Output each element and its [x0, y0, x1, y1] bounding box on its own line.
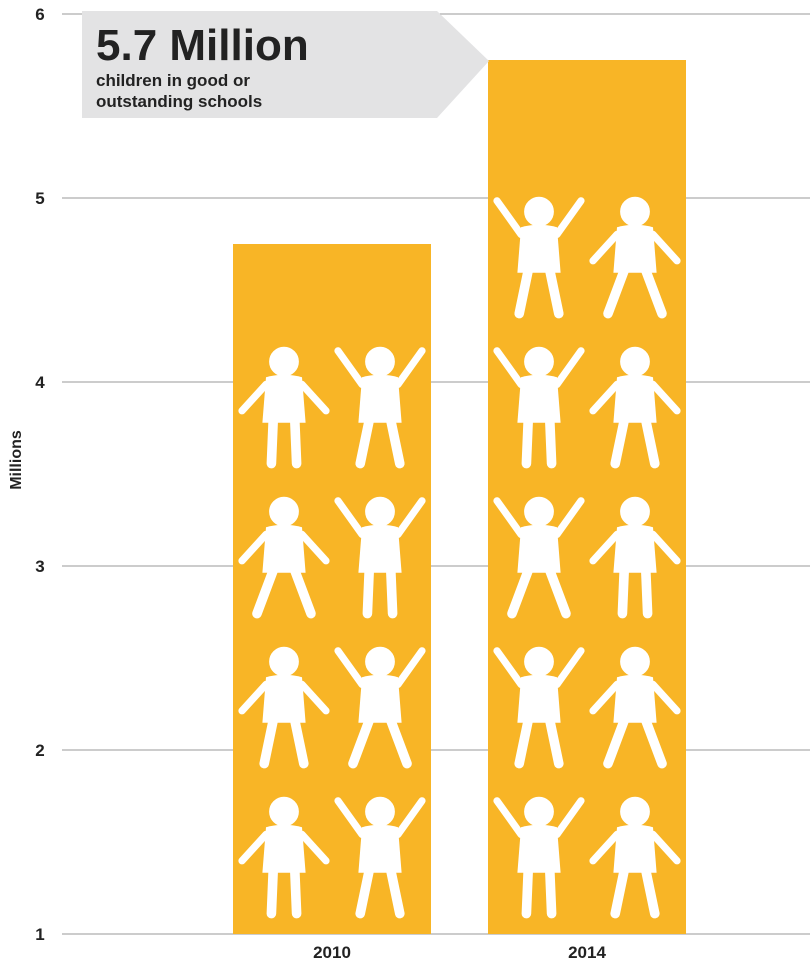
bar	[488, 60, 686, 934]
x-category-label: 2014	[568, 943, 606, 962]
x-category-label: 2010	[313, 943, 351, 962]
y-tick-label: 3	[35, 557, 44, 576]
child-silhouette-icon	[334, 346, 426, 469]
child-silhouette-icon	[589, 496, 681, 619]
y-tick-label: 5	[35, 189, 44, 208]
child-silhouette-icon	[589, 796, 681, 919]
child-silhouette-icon	[334, 796, 426, 919]
y-tick-label: 1	[35, 925, 44, 944]
child-silhouette-icon	[493, 496, 585, 619]
child-silhouette-icon	[589, 646, 681, 769]
child-silhouette-icon	[493, 196, 585, 319]
callout-value: 5.7 Million	[96, 21, 309, 70]
y-tick-label: 4	[35, 373, 45, 392]
child-silhouette-icon	[238, 646, 330, 769]
child-silhouette-icon	[589, 346, 681, 469]
bars	[233, 60, 686, 934]
bar-group	[233, 244, 431, 934]
child-silhouette-icon	[238, 496, 330, 619]
child-silhouette-icon	[493, 346, 585, 469]
grid-lines	[62, 13, 810, 935]
child-silhouette-icon	[493, 646, 585, 769]
callout-text-line-2: outstanding schools	[96, 92, 262, 111]
callout-text-line-1: children in good or	[96, 71, 250, 90]
x-axis-categories: 2010 2014	[313, 943, 606, 962]
callout-annotation: 5.7 Million children in good or outstand…	[82, 11, 489, 118]
y-tick-label: 6	[35, 5, 44, 24]
child-silhouette-icon	[238, 346, 330, 469]
child-silhouette-icon	[493, 796, 585, 919]
child-silhouette-icon	[238, 796, 330, 919]
callout-arrow-shape	[82, 11, 489, 118]
child-silhouette-icon	[589, 196, 681, 319]
y-axis-ticks: 1 2 3 4 5 6	[35, 5, 45, 944]
y-axis-label: Millions	[8, 430, 25, 490]
y-tick-label: 2	[35, 741, 44, 760]
child-silhouette-icon	[334, 496, 426, 619]
bar-group	[488, 60, 686, 934]
child-silhouette-icon	[334, 646, 426, 769]
